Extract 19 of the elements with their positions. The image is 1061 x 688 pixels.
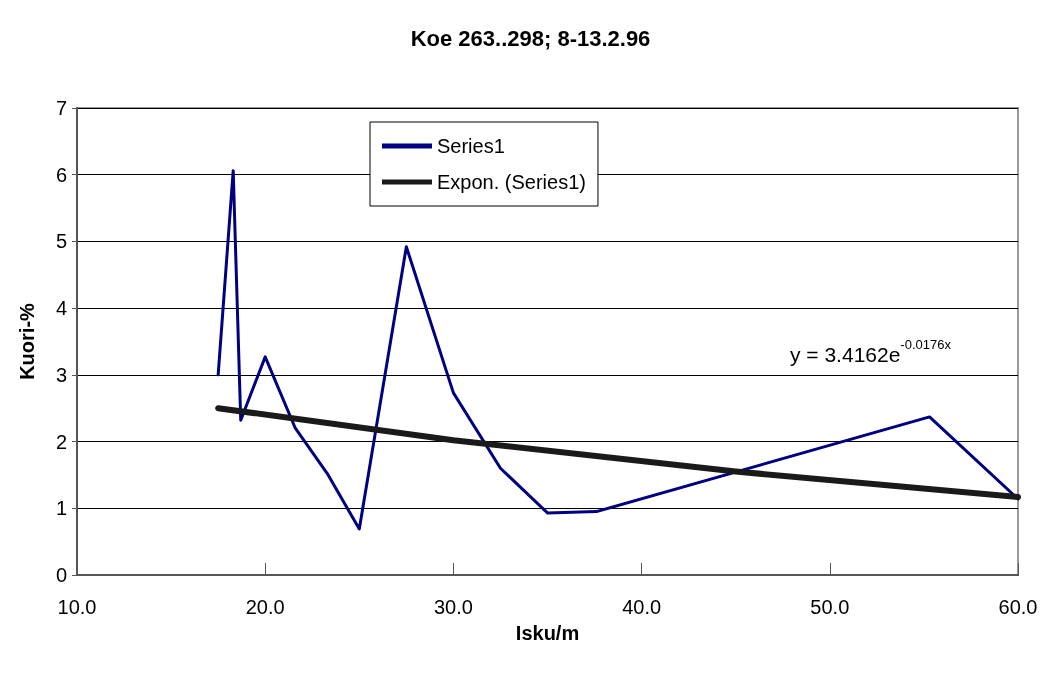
y-tick-label: 4 [55, 297, 67, 320]
y-tick-label: 7 [55, 97, 67, 119]
y-tick-label: 6 [55, 163, 67, 186]
x-tick-label: 20.0 [245, 596, 285, 618]
x-tick-label: 60.0 [998, 596, 1038, 618]
x-tick-label: 50.0 [810, 596, 850, 618]
legend-label: Expon. (Series1) [437, 171, 586, 193]
y-tick-label: 0 [55, 564, 67, 586]
x-tick-label: 30.0 [433, 596, 473, 618]
y-tick-label: 1 [55, 497, 67, 520]
y-axis-title: Kuori-% [16, 302, 38, 380]
y-tick-label: 5 [55, 230, 67, 253]
x-tick-label: 40.0 [622, 596, 662, 618]
y-tick-label: 3 [55, 363, 67, 386]
x-axis-title: Isku/m [515, 622, 580, 644]
x-tick-label: 10.0 [57, 596, 97, 618]
legend-label: Series1 [437, 135, 505, 157]
y-tick-label: 2 [55, 430, 67, 453]
chart-title: Koe 263..298; 8-13.2.96 [410, 25, 651, 51]
